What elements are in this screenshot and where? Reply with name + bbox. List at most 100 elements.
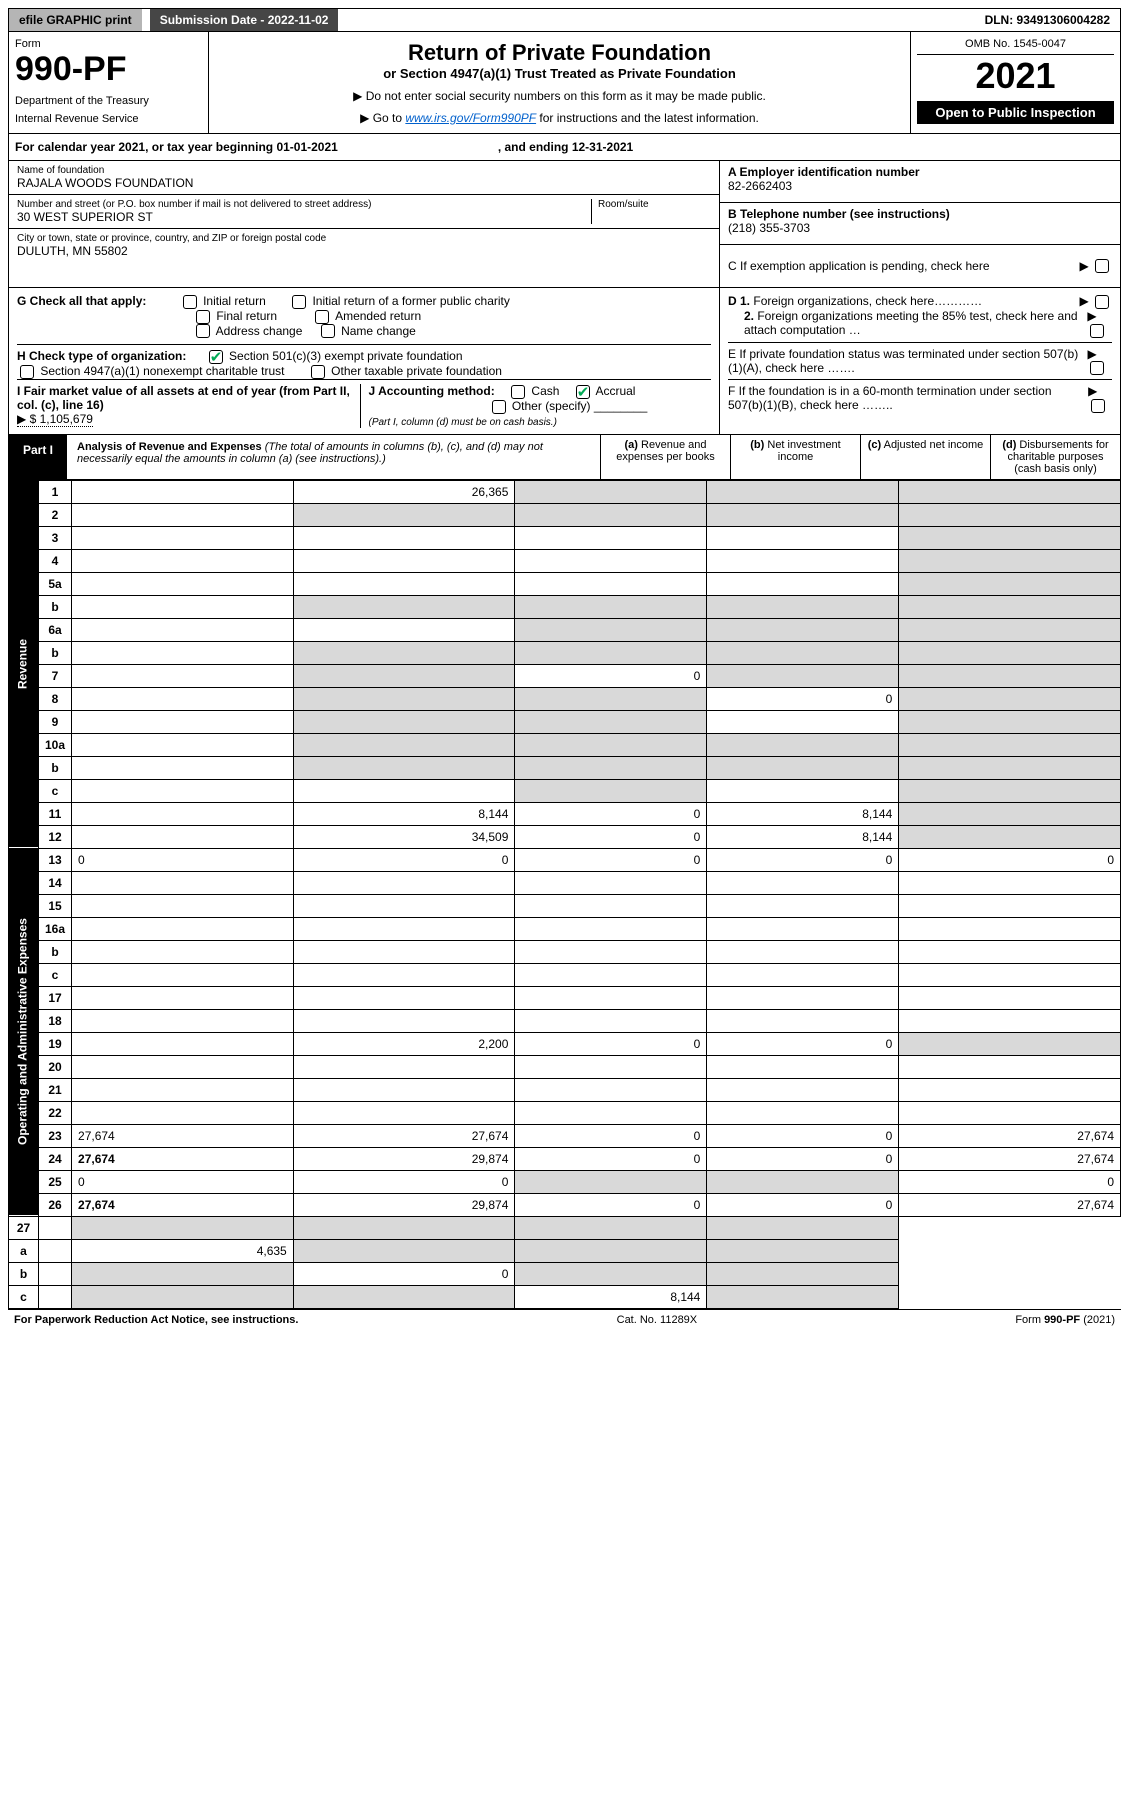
row-desc — [72, 503, 294, 526]
table-cell — [899, 710, 1121, 733]
row-desc — [72, 940, 294, 963]
table-cell — [707, 480, 899, 503]
g-initial-return[interactable] — [183, 295, 197, 309]
j-accrual[interactable] — [576, 385, 590, 399]
table-cell — [707, 1078, 899, 1101]
row-desc — [72, 779, 294, 802]
table-row: b — [9, 940, 1121, 963]
table-cell — [293, 572, 515, 595]
dln: DLN: 93491306004282 — [975, 9, 1120, 31]
e-checkbox[interactable] — [1090, 361, 1104, 375]
table-cell — [899, 940, 1121, 963]
table-cell: 0 — [515, 1124, 707, 1147]
table-cell — [899, 572, 1121, 595]
table-row: 3 — [9, 526, 1121, 549]
g-addr-change[interactable] — [196, 324, 210, 338]
row-num: b — [39, 756, 72, 779]
g-amended[interactable] — [315, 310, 329, 324]
table-cell — [515, 894, 707, 917]
h-4947[interactable] — [20, 365, 34, 379]
row-desc — [72, 1009, 294, 1032]
part1-title: Analysis of Revenue and Expenses — [77, 441, 262, 453]
table-cell — [707, 986, 899, 1009]
row-desc — [72, 894, 294, 917]
table-cell — [707, 503, 899, 526]
row-desc — [72, 549, 294, 572]
row-desc: 27,674 — [72, 1147, 294, 1170]
inst2-prefix: ▶ Go to — [360, 111, 405, 125]
phone-label: B Telephone number (see instructions) — [728, 207, 1112, 221]
inst-1: ▶ Do not enter social security numbers o… — [217, 89, 902, 103]
table-cell — [899, 779, 1121, 802]
row-num: 12 — [39, 825, 72, 848]
table-cell — [293, 1055, 515, 1078]
table-cell: 8,144 — [515, 1285, 707, 1308]
j-other[interactable] — [492, 400, 506, 414]
g-name-change[interactable] — [321, 324, 335, 338]
table-cell — [293, 1216, 515, 1239]
table-cell — [515, 1078, 707, 1101]
d2-checkbox[interactable] — [1090, 324, 1104, 338]
table-cell — [899, 480, 1121, 503]
row-num: 18 — [39, 1009, 72, 1032]
tax-year: 2021 — [917, 55, 1114, 97]
table-cell: 27,674 — [899, 1124, 1121, 1147]
table-cell: 0 — [707, 1193, 899, 1216]
row-num: 19 — [39, 1032, 72, 1055]
table-cell — [899, 526, 1121, 549]
row-desc — [72, 733, 294, 756]
table-cell — [899, 1032, 1121, 1055]
addr: 30 WEST SUPERIOR ST — [17, 210, 591, 224]
d1-checkbox[interactable] — [1095, 295, 1109, 309]
j-cash[interactable] — [511, 385, 525, 399]
row-num: 21 — [39, 1078, 72, 1101]
row-num: 23 — [39, 1124, 72, 1147]
table-cell — [515, 940, 707, 963]
table-cell — [72, 1262, 294, 1285]
table-cell: 0 — [515, 825, 707, 848]
table-row: 17 — [9, 986, 1121, 1009]
table-cell — [72, 1285, 294, 1308]
h-other-taxable[interactable] — [311, 365, 325, 379]
table-cell — [899, 871, 1121, 894]
form990pf-link[interactable]: www.irs.gov/Form990PF — [405, 111, 536, 125]
table-cell — [515, 917, 707, 940]
h-501c3[interactable] — [209, 350, 223, 364]
calendar-year-line: For calendar year 2021, or tax year begi… — [8, 134, 1121, 161]
table-row: 2427,67429,8740027,674 — [9, 1147, 1121, 1170]
row-desc: 27,674 — [72, 1193, 294, 1216]
table-cell: 0 — [293, 1262, 515, 1285]
table-cell — [707, 894, 899, 917]
row-num: 24 — [39, 1147, 72, 1170]
row-num: b — [39, 641, 72, 664]
row-desc — [72, 526, 294, 549]
table-cell: 0 — [707, 687, 899, 710]
row-desc: 0 — [72, 1170, 294, 1193]
table-cell: 2,200 — [293, 1032, 515, 1055]
row-desc — [72, 1032, 294, 1055]
table-row: 2327,67427,6740027,674 — [9, 1124, 1121, 1147]
table-cell — [707, 618, 899, 641]
table-row: 22 — [9, 1101, 1121, 1124]
city-label: City or town, state or province, country… — [17, 233, 711, 244]
table-cell — [707, 572, 899, 595]
table-cell — [707, 963, 899, 986]
table-cell — [899, 802, 1121, 825]
f-checkbox[interactable] — [1091, 399, 1105, 413]
table-cell: 0 — [707, 848, 899, 871]
table-cell — [707, 940, 899, 963]
open-to-public: Open to Public Inspection — [917, 101, 1114, 124]
g-initial-former[interactable] — [292, 295, 306, 309]
table-cell — [293, 595, 515, 618]
table-cell — [293, 871, 515, 894]
table-cell — [293, 1078, 515, 1101]
table-cell — [293, 687, 515, 710]
c-checkbox[interactable] — [1095, 259, 1109, 273]
table-cell — [899, 733, 1121, 756]
foundation-name: RAJALA WOODS FOUNDATION — [17, 176, 711, 190]
table-row: 5a — [9, 572, 1121, 595]
table-row: 1234,50908,144 — [9, 825, 1121, 848]
g-final[interactable] — [196, 310, 210, 324]
row-desc — [72, 825, 294, 848]
row-desc — [72, 618, 294, 641]
